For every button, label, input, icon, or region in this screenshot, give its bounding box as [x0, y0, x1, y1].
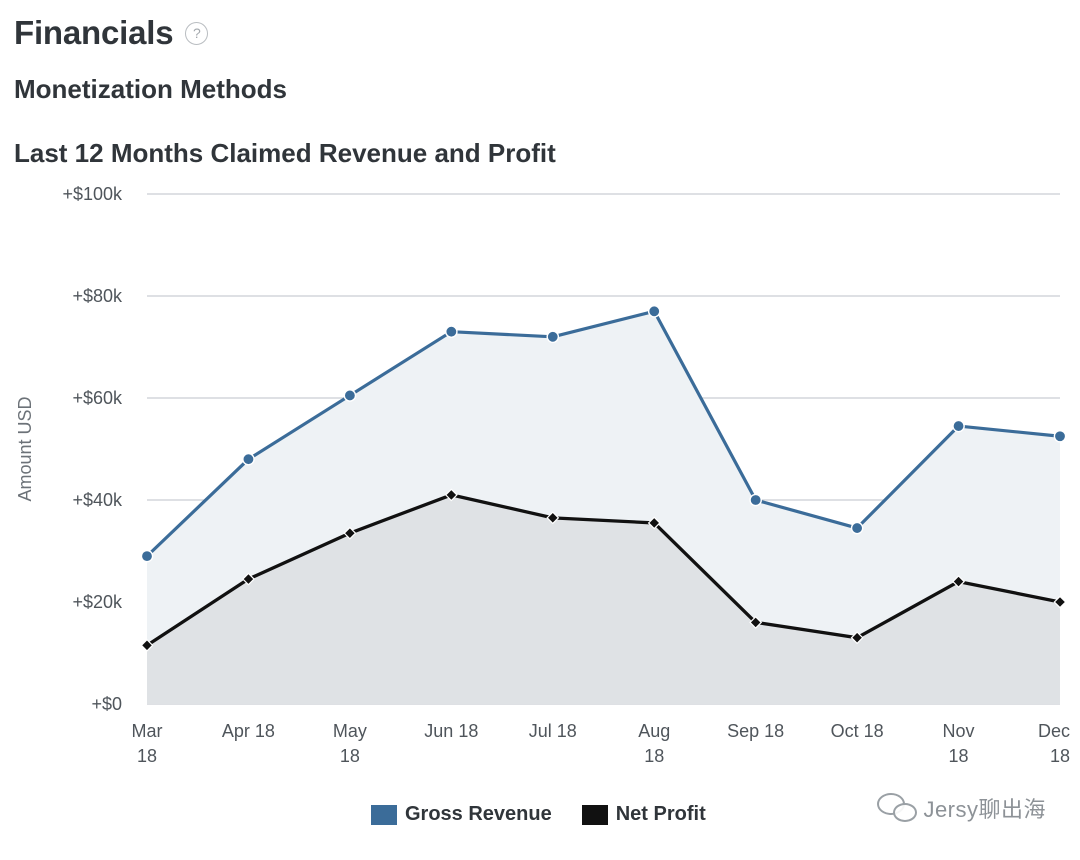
series-0-point-6	[749, 493, 762, 507]
series-0-point-8	[952, 419, 965, 433]
legend-label-net-profit: Net Profit	[615, 803, 706, 825]
x-tick-label-7: Oct 18	[831, 721, 884, 741]
x-tick-label-9: Dec 18	[1038, 721, 1070, 766]
x-tick-label-0: Mar 18	[132, 721, 163, 766]
legend-item-net-profit[interactable]: Net Profit	[581, 803, 706, 826]
series-0-point-1	[242, 452, 255, 466]
section-title: Monetization Methods	[14, 74, 287, 104]
y-tick-label-3: +$60k	[72, 388, 123, 408]
series-1-point-6	[749, 615, 763, 629]
gross-revenue-swatch	[371, 804, 397, 825]
help-icon[interactable]: ?	[185, 21, 209, 45]
chart-markers	[140, 304, 1067, 652]
series-1-point-7	[850, 631, 864, 645]
series-0-point-3	[445, 325, 458, 339]
page-title: Financials	[14, 14, 174, 51]
series-0-point-0	[140, 549, 154, 563]
page-header: Financials ?	[14, 14, 209, 52]
chart-legend: Gross Revenue Net Profit	[371, 803, 736, 826]
series-1-point-5	[647, 516, 661, 530]
y-tick-label-2: +$40k	[72, 490, 123, 510]
series-0-point-9	[1053, 429, 1067, 443]
series-1-point-9	[1053, 595, 1067, 609]
series-0-point-5	[647, 304, 661, 318]
x-tick-label-4: Jul 18	[529, 721, 577, 741]
series-area-1	[147, 494, 1060, 704]
y-tick-label-1: +$20k	[72, 592, 123, 612]
series-1-point-4	[546, 511, 560, 525]
series-0-point-7	[850, 521, 864, 535]
y-tick-label-0: +$0	[91, 694, 122, 714]
watermark-text: Jersy聊出海	[923, 797, 1046, 822]
legend-label-gross-revenue: Gross Revenue	[405, 803, 552, 825]
y-tick-label-4: +$80k	[72, 286, 123, 306]
watermark: Jersy聊出海	[877, 792, 1046, 824]
chart-areas	[147, 311, 1060, 704]
series-line-1	[145, 493, 1062, 647]
y-tick-label-5: +$100k	[62, 184, 123, 204]
series-1-point-3	[444, 488, 458, 502]
y-axis-title: Amount USD	[15, 396, 35, 501]
x-tick-label-5: Aug 18	[638, 721, 670, 766]
series-1-point-1	[241, 572, 255, 586]
legend-item-gross-revenue[interactable]: Gross Revenue	[371, 803, 552, 826]
chart-title: Last 12 Months Claimed Revenue and Profi…	[14, 138, 556, 168]
series-1-point-0	[140, 638, 154, 652]
net-profit-swatch	[581, 804, 608, 825]
x-tick-label-6: Sep 18	[727, 721, 784, 741]
chart-lines	[145, 309, 1062, 647]
x-tick-label-1: Apr 18	[222, 721, 275, 741]
series-1-point-2	[343, 526, 357, 540]
series-line-0	[145, 309, 1062, 558]
x-tick-label-3: Jun 18	[424, 721, 478, 741]
x-tick-label-8: Nov 18	[943, 721, 975, 766]
x-tick-label-2: May 18	[333, 721, 367, 766]
series-0-point-2	[343, 389, 357, 402]
series-0-point-4	[546, 330, 560, 344]
series-1-point-8	[952, 575, 966, 589]
wechat-icon	[877, 793, 918, 823]
chart-axes: +$0 +$20k +$40k +$60k +$80k +$100k Amount USD M…	[15, 184, 1070, 766]
